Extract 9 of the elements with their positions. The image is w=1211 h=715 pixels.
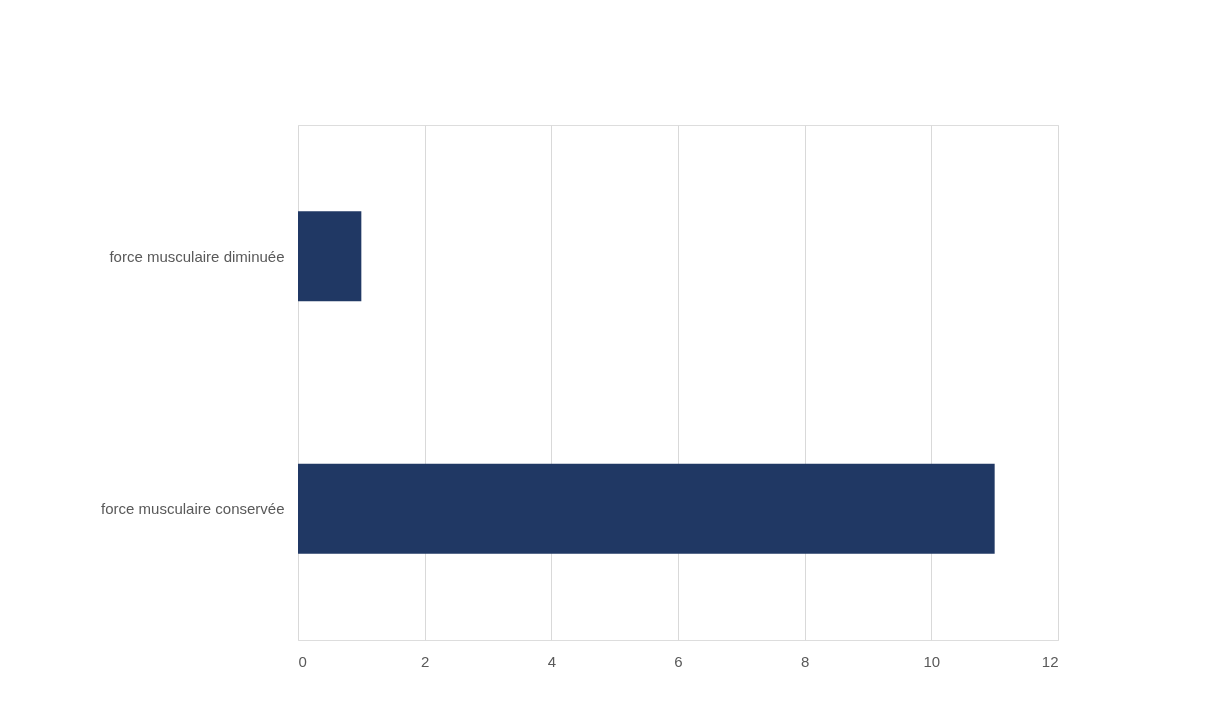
x-tick-label: 6 <box>674 652 683 670</box>
x-tick-label: 10 <box>923 652 941 670</box>
y-tick-label: force musculaire conservée <box>101 500 285 518</box>
x-tick-label: 8 <box>800 652 810 670</box>
x-tick-label: 2 <box>420 652 430 670</box>
y-tick-label: force musculaire diminuée <box>109 247 285 265</box>
x-tick-label: 4 <box>547 652 557 670</box>
x-tick-label: 12 <box>1041 652 1059 670</box>
x-tick-label: 0 <box>298 652 307 670</box>
